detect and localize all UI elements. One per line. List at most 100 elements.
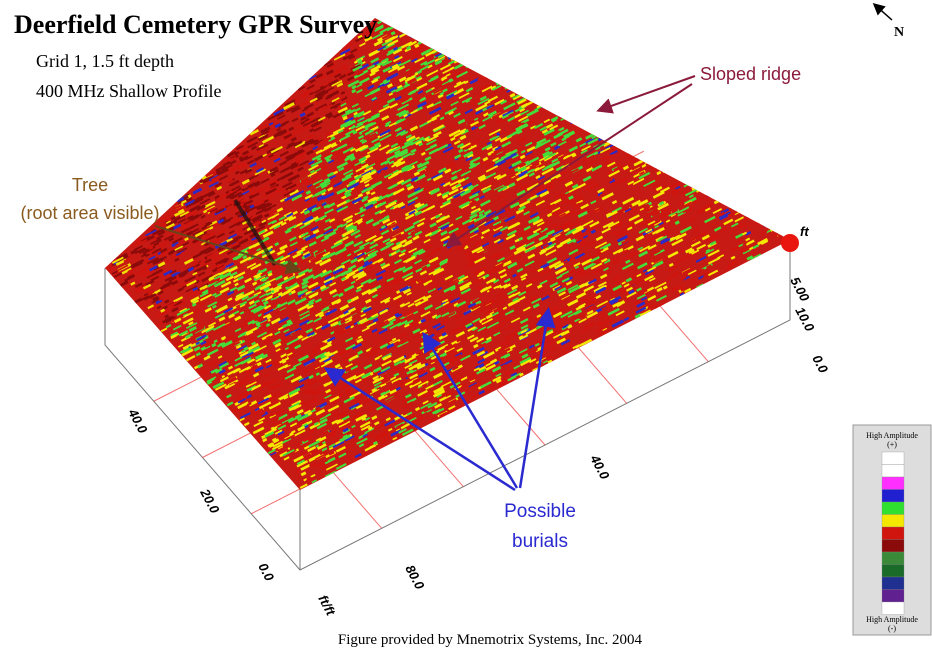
- texture-streak: [212, 344, 216, 346]
- texture-streak: [319, 443, 323, 445]
- texture-streak: [184, 196, 188, 198]
- texture-streak: [466, 62, 476, 67]
- colorbar-swatch: [882, 602, 904, 615]
- texture-streak: [268, 274, 272, 276]
- colorbar-swatch: [882, 477, 904, 490]
- texture-streak: [451, 55, 462, 61]
- texture-streak: [568, 326, 572, 328]
- texture-streak: [440, 117, 444, 119]
- subtitle: Grid 1, 1.5 ft depth: [36, 51, 174, 71]
- legend-label: High Amplitude: [866, 615, 918, 624]
- texture-streak: [368, 427, 372, 429]
- texture-streak: [352, 86, 356, 88]
- north-arrow: [875, 5, 892, 20]
- axis-label: 80.0: [402, 562, 427, 592]
- texture-streak: [559, 116, 564, 118]
- colorbar-swatch: [882, 452, 904, 465]
- colorbar-swatch: [882, 490, 904, 503]
- texture-streak: [629, 156, 633, 158]
- texture-streak: [172, 256, 176, 258]
- texture-streak: [681, 277, 685, 279]
- texture-streak: [291, 291, 295, 293]
- axis-label: 40.0: [125, 405, 151, 436]
- texture-streak: [511, 250, 515, 252]
- arrow: [600, 76, 695, 110]
- colorbar-swatch: [882, 502, 904, 515]
- texture-streak: [706, 250, 710, 252]
- footer: Figure provided by Mnemotrix Systems, In…: [338, 632, 643, 648]
- depth-label: 10.0: [792, 304, 817, 334]
- figure: Deerfield Cemetery GPR Survey Grid 1, 1.…: [0, 0, 932, 650]
- texture-streak: [542, 105, 547, 108]
- texture-streak: [587, 169, 591, 171]
- texture-streak: [363, 379, 367, 381]
- axis-label: 0.0: [809, 352, 831, 376]
- texture-streak: [419, 417, 423, 419]
- texture-streak: [763, 221, 772, 225]
- annotation: Sloped ridge: [700, 64, 801, 84]
- texture-streak: [524, 125, 528, 127]
- texture-streak: [681, 288, 685, 290]
- texture-streak: [302, 295, 306, 297]
- annotation: (root area visible): [20, 203, 159, 223]
- texture-streak: [505, 83, 516, 88]
- texture-streak: [598, 137, 604, 140]
- texture-streak: [520, 374, 524, 376]
- texture-streak: [778, 233, 785, 236]
- texture-streak: [548, 361, 552, 363]
- texture-streak: [395, 314, 399, 316]
- texture-streak: [436, 216, 440, 218]
- texture-streak: [448, 56, 453, 58]
- texture-streak: [161, 310, 165, 312]
- texture-streak: [205, 179, 209, 181]
- annotation: Tree: [72, 175, 108, 195]
- texture-streak: [410, 33, 418, 37]
- texture-streak: [267, 316, 271, 318]
- texture-streak: [391, 32, 395, 34]
- texture-streak: [263, 365, 267, 367]
- colorbar-swatch: [882, 515, 904, 528]
- texture-streak: [657, 172, 661, 174]
- texture-streak: [388, 84, 393, 86]
- texture-streak: [696, 187, 705, 191]
- texture-streak: [448, 52, 459, 58]
- texture-streak: [378, 21, 382, 23]
- texture-streak: [569, 197, 573, 199]
- texture-streak: [756, 221, 764, 225]
- legend: High Amplitude (+) High Amplitude (-): [853, 425, 931, 635]
- texture-streak: [192, 261, 196, 263]
- depth-unit: ft: [800, 224, 809, 239]
- texture-streak: [358, 60, 362, 62]
- texture-streak: [420, 138, 424, 140]
- texture-streak: [343, 117, 347, 119]
- texture-streak: [496, 80, 505, 84]
- texture-streak: [352, 90, 356, 92]
- texture-streak: [263, 439, 267, 441]
- texture-streak: [669, 264, 673, 266]
- texture-streak: [360, 159, 364, 161]
- colorbar-swatch: [882, 590, 904, 603]
- colorbar-swatch: [882, 527, 904, 540]
- texture-streak: [679, 202, 683, 204]
- texture-streak: [411, 232, 415, 234]
- texture-streak: [373, 107, 377, 109]
- colorbar-swatch: [882, 577, 904, 590]
- texture-streak: [243, 205, 247, 207]
- marker-dot: [781, 234, 799, 252]
- texture-streak: [731, 257, 735, 259]
- texture-streak: [474, 345, 478, 347]
- texture-streak: [442, 333, 446, 335]
- texture-streak: [293, 263, 297, 265]
- north-label: N: [894, 25, 904, 40]
- texture-streak: [454, 58, 462, 62]
- axis-label: 20.0: [197, 485, 223, 516]
- texture-streak: [451, 287, 455, 289]
- texture-streak: [351, 59, 355, 61]
- texture-streak: [168, 252, 172, 254]
- axis-label: 0.0: [255, 560, 277, 584]
- texture-streak: [312, 208, 316, 210]
- texture-streak: [423, 350, 427, 352]
- texture-streak: [282, 361, 286, 363]
- legend-label: (+): [887, 440, 897, 449]
- texture-streak: [539, 102, 547, 106]
